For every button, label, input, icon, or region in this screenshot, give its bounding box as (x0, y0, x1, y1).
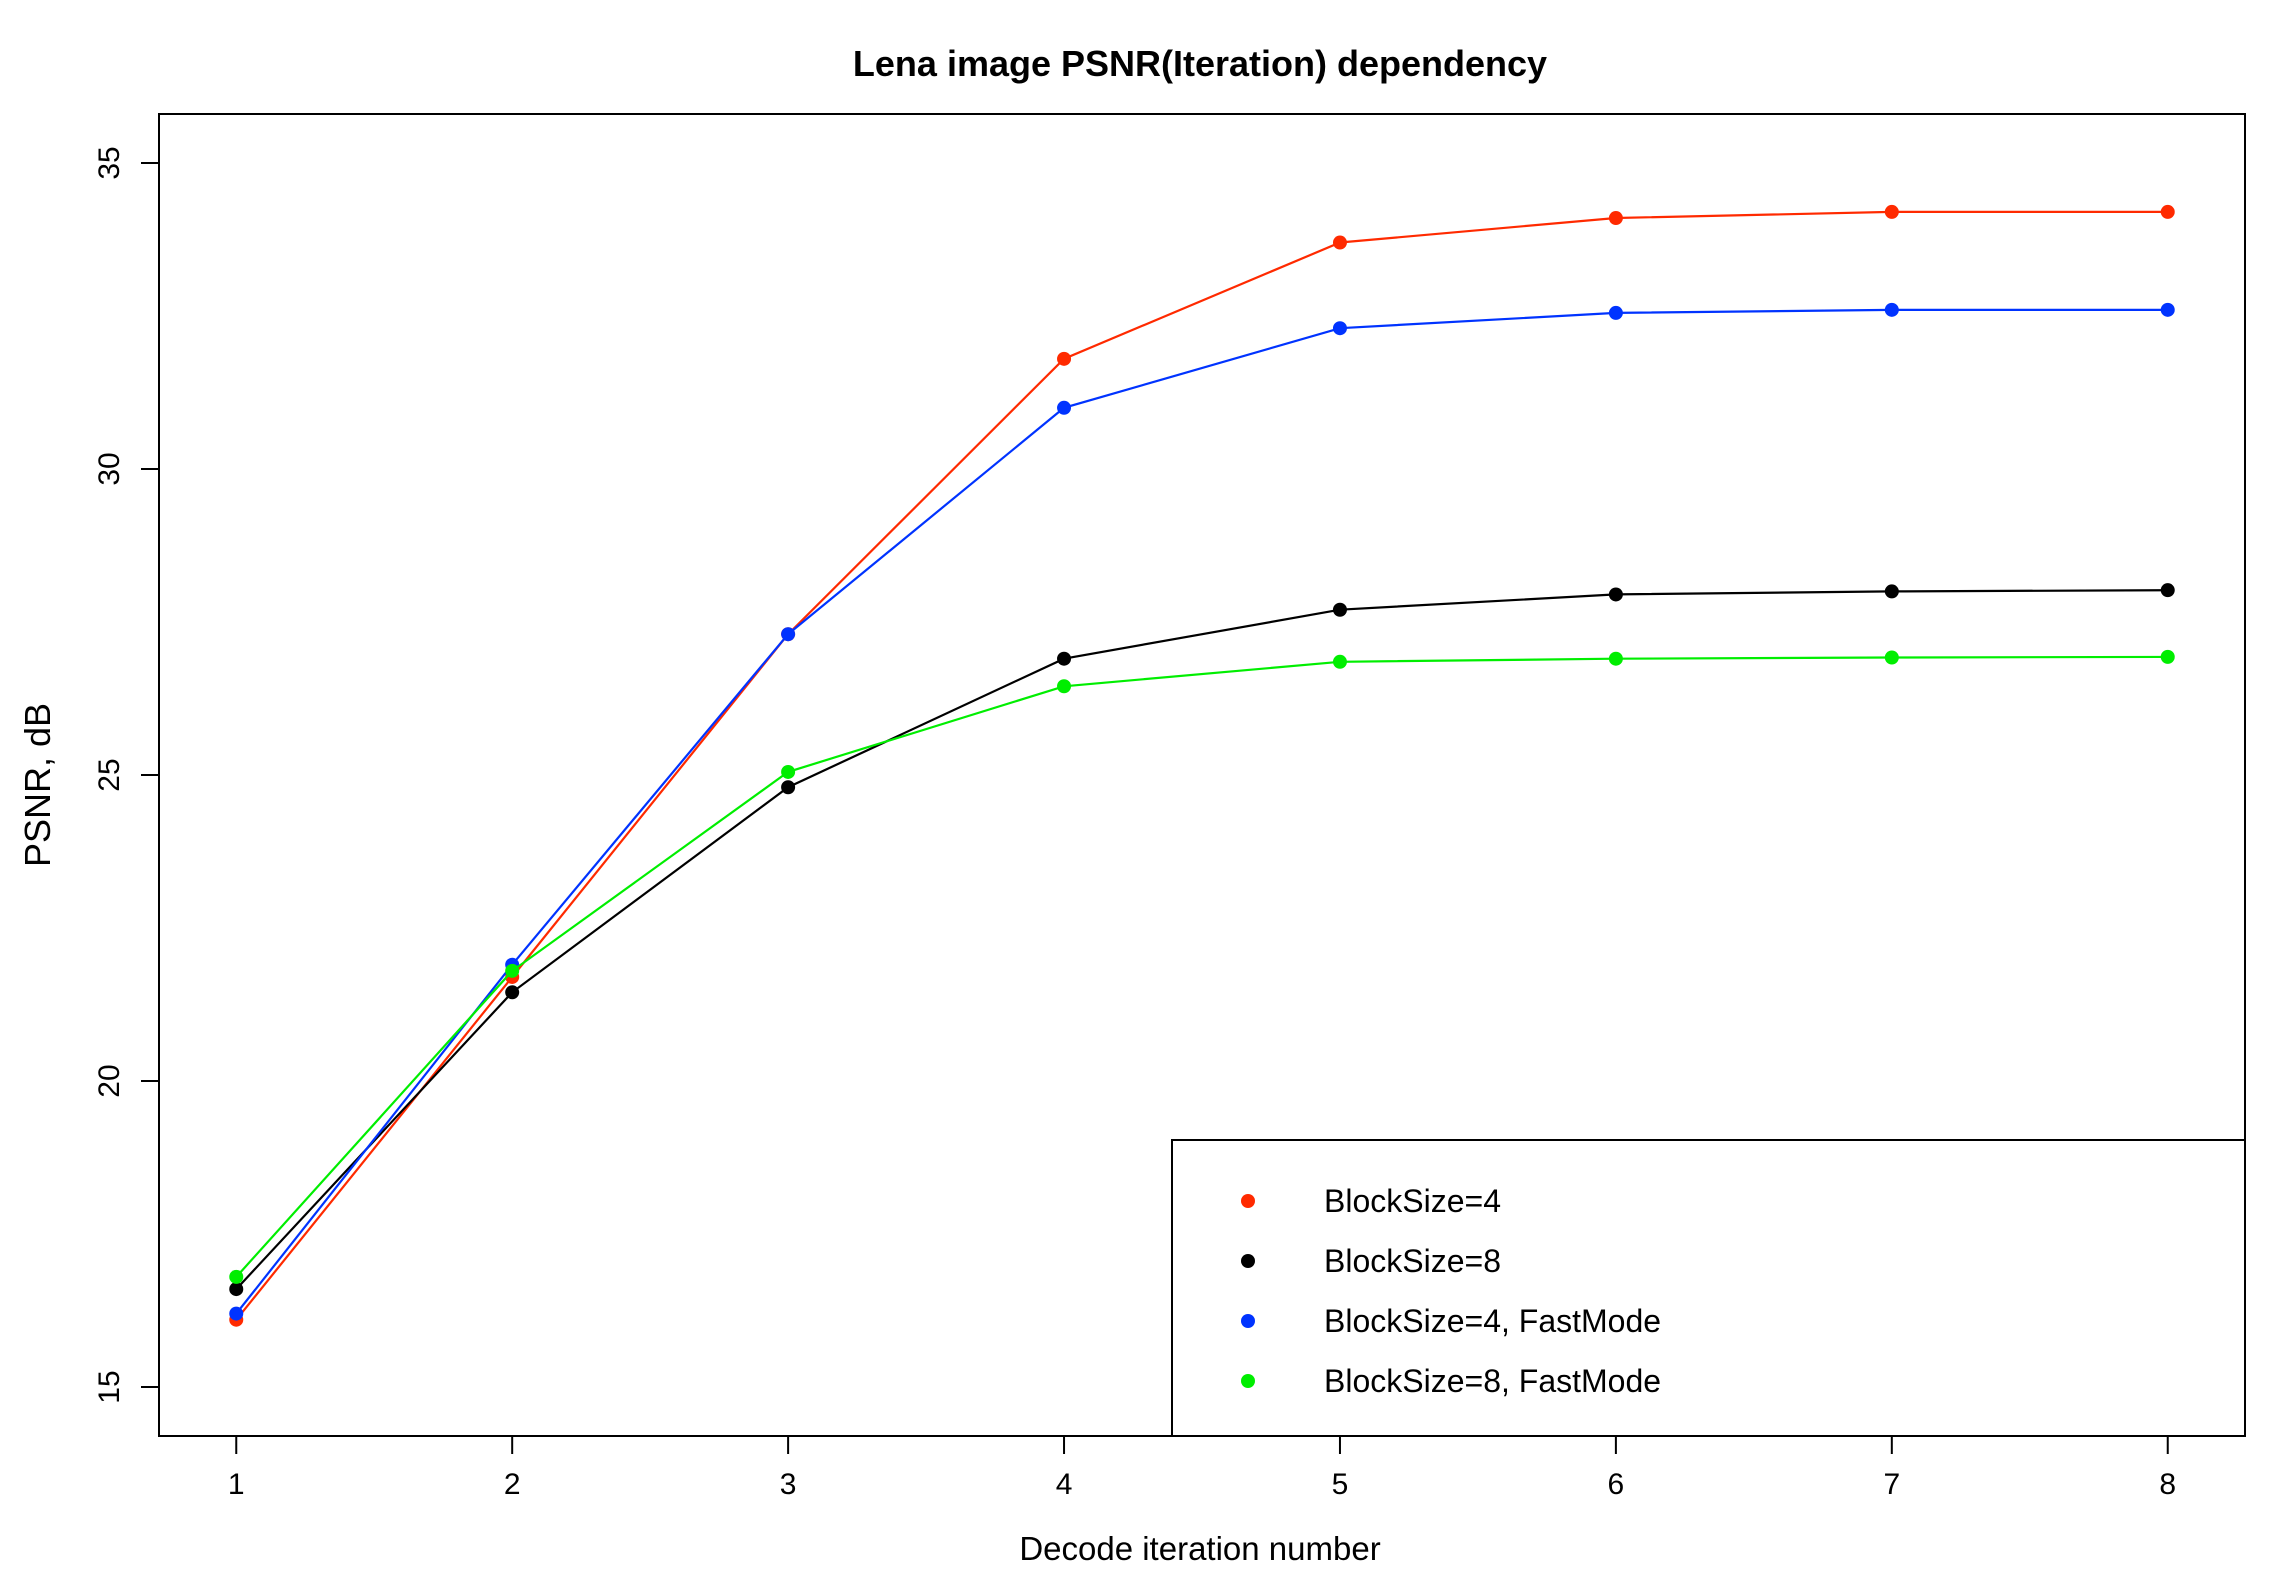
data-point (1332, 602, 1347, 617)
legend-marker (1241, 1314, 1255, 1328)
x-tick-label: 7 (1883, 1468, 1900, 1501)
x-tick-label: 3 (780, 1468, 797, 1501)
x-tick-label: 5 (1332, 1468, 1349, 1501)
y-axis-label: PSNR, dB (17, 703, 58, 867)
series-line (235, 210, 2168, 1321)
series-3 (229, 302, 2175, 1321)
x-axis-label: Decode iteration number (1019, 1530, 1380, 1567)
data-point (1332, 321, 1347, 336)
series-1 (229, 204, 2175, 1327)
data-point (2160, 204, 2175, 219)
x-tick-label: 6 (1608, 1468, 1625, 1501)
data-point (505, 963, 520, 978)
legend-box (1171, 1139, 2246, 1437)
x-tick-label: 2 (504, 1468, 521, 1501)
y-tick-label: 30 (93, 452, 126, 485)
data-point (1057, 651, 1072, 666)
series-line (235, 308, 2168, 1315)
data-point (1608, 651, 1623, 666)
legend-marker (1241, 1254, 1255, 1268)
data-point (1884, 584, 1899, 599)
legend-marker (1241, 1194, 1255, 1208)
x-axis: 1 2 3 4 5 6 7 8 (228, 1436, 2176, 1501)
data-point (2160, 649, 2175, 664)
data-point (1608, 211, 1623, 226)
data-point (1057, 351, 1072, 366)
data-point (1884, 302, 1899, 317)
series-4 (229, 649, 2175, 1284)
data-point (1608, 587, 1623, 602)
data-point (229, 1269, 244, 1284)
data-point (1057, 400, 1072, 415)
y-tick-label: 25 (93, 758, 126, 791)
data-point (1057, 679, 1072, 694)
data-point (1332, 654, 1347, 669)
series-line (235, 589, 2168, 1290)
legend-label: BlockSize=4, FastMode (1324, 1303, 1661, 1339)
series-2 (229, 583, 2175, 1297)
data-point (229, 1306, 244, 1321)
data-point (1332, 235, 1347, 250)
data-point (505, 985, 520, 1000)
data-point (2160, 583, 2175, 598)
legend-label: BlockSize=4 (1324, 1183, 1501, 1219)
series-layer (229, 204, 2175, 1327)
data-point (1884, 650, 1899, 665)
series-line (235, 655, 2168, 1278)
data-point (229, 1282, 244, 1297)
x-tick-label: 4 (1056, 1468, 1073, 1501)
data-point (781, 627, 796, 642)
y-tick-label: 15 (93, 1370, 126, 1403)
data-point (1884, 204, 1899, 219)
legend-marker (1241, 1374, 1255, 1388)
plot-frame (158, 113, 2246, 1437)
y-tick-label: 35 (93, 146, 126, 179)
legend-label: BlockSize=8 (1324, 1243, 1501, 1279)
legend: BlockSize=4 BlockSize=8 BlockSize=4, FastM… (1171, 1139, 2246, 1437)
y-tick-label: 20 (93, 1064, 126, 1097)
y-axis: 15 20 25 30 35 (93, 146, 159, 1404)
data-point (781, 764, 796, 779)
data-point (2160, 302, 2175, 317)
chart-title: Lena image PSNR(Iteration) dependency (853, 43, 1547, 84)
legend-label: BlockSize=8, FastMode (1324, 1363, 1661, 1399)
data-point (1608, 305, 1623, 320)
x-tick-label: 1 (228, 1468, 245, 1501)
x-tick-label: 8 (2159, 1468, 2176, 1501)
data-point (781, 780, 796, 795)
